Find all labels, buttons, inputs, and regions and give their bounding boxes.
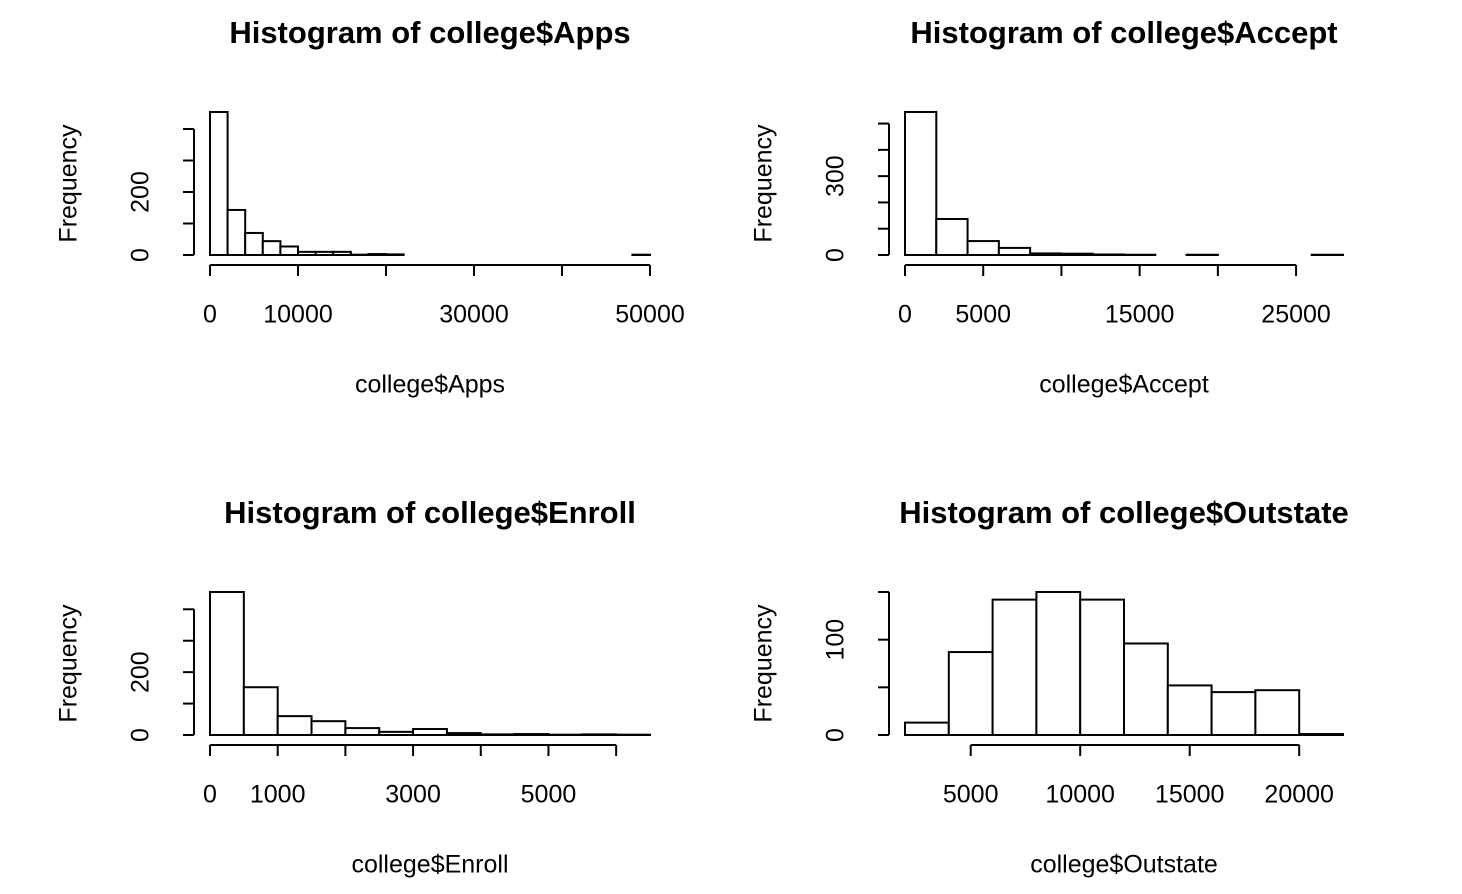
- y-tick-label: 200: [127, 171, 155, 213]
- chart-title: Histogram of college$Outstate: [899, 495, 1349, 530]
- x-tick-label: 3000: [385, 781, 441, 809]
- histogram-bar: [1210, 691, 1257, 736]
- y-axis-label: Frequency: [55, 124, 83, 243]
- histogram-bar: [1029, 252, 1063, 256]
- histogram-bar: [209, 591, 245, 736]
- histogram-bar: [581, 733, 618, 736]
- histogram-bar: [997, 246, 1032, 256]
- histogram-bar: [261, 240, 282, 257]
- histogram-bar: [242, 686, 279, 737]
- histogram-bar: [344, 727, 381, 736]
- histogram-bar: [904, 721, 950, 737]
- x-tick-label: 30000: [439, 301, 509, 329]
- x-tick-label: 50000: [615, 301, 685, 329]
- y-tick-label: 0: [127, 248, 155, 262]
- histogram-bar: [991, 598, 1038, 736]
- histogram-bar: [367, 253, 387, 257]
- x-tick-label: 1000: [250, 781, 306, 809]
- x-axis-label: college$Accept: [1039, 371, 1209, 399]
- histogram-bar: [1035, 591, 1082, 736]
- histogram-bar: [1060, 252, 1094, 257]
- x-tick-label: 15000: [1155, 781, 1225, 809]
- y-axis-label: Frequency: [55, 604, 83, 723]
- histogram-bar: [1079, 598, 1125, 736]
- histogram-bar: [385, 253, 405, 256]
- x-tick-label: 0: [203, 781, 217, 809]
- histogram-bar: [226, 208, 247, 256]
- chart-title: Histogram of college$Enroll: [224, 495, 636, 530]
- y-tick-label: 200: [127, 651, 155, 693]
- histogram-bar: [904, 111, 938, 256]
- x-tick-label: 25000: [1261, 301, 1331, 329]
- x-axis-label: college$Apps: [355, 371, 505, 399]
- y-tick-label: 0: [822, 728, 850, 742]
- chart-title: Histogram of college$Accept: [910, 15, 1337, 50]
- histogram-bar: [332, 250, 352, 256]
- histogram-bar: [1166, 684, 1213, 737]
- histogram-bar: [412, 728, 448, 736]
- histogram-bar: [947, 651, 994, 736]
- x-tick-label: 0: [898, 301, 912, 329]
- histogram-bar: [1123, 642, 1169, 736]
- histogram-bar: [935, 217, 969, 257]
- x-tick-label: 10000: [1045, 781, 1115, 809]
- histogram-bar: [314, 250, 335, 256]
- histogram-bar: [378, 730, 415, 736]
- histogram-bar: [1298, 733, 1344, 737]
- chart-title: Histogram of college$Apps: [229, 15, 630, 50]
- y-axis-label: Frequency: [750, 124, 778, 243]
- histogram-bar: [1254, 689, 1301, 737]
- x-tick-label: 5000: [521, 781, 577, 809]
- x-tick-label: 5000: [943, 781, 999, 809]
- y-tick-label: 0: [127, 728, 155, 742]
- histogram-bar: [1091, 253, 1125, 256]
- x-axis-label: college$Enroll: [351, 851, 508, 879]
- y-tick-label: 100: [822, 619, 850, 661]
- histogram-bar: [297, 250, 317, 256]
- histogram-bar: [276, 715, 313, 737]
- x-tick-label: 5000: [955, 301, 1011, 329]
- histogram-bar: [209, 111, 229, 256]
- y-tick-label: 300: [822, 155, 850, 197]
- x-tick-label: 10000: [263, 301, 333, 329]
- histogram-bar: [279, 245, 299, 256]
- histogram-bar: [310, 720, 347, 737]
- x-tick-label: 20000: [1264, 781, 1334, 809]
- histogram-bar: [513, 733, 550, 736]
- histogram-bar: [479, 733, 516, 736]
- x-tick-label: 0: [203, 301, 217, 329]
- y-axis-label: Frequency: [750, 604, 778, 723]
- histogram-bar: [445, 732, 482, 736]
- y-tick-label: 0: [822, 248, 850, 262]
- histogram-bar: [244, 231, 264, 256]
- x-axis-label: college$Outstate: [1030, 851, 1218, 879]
- histogram-bar: [966, 240, 1000, 256]
- x-tick-label: 15000: [1105, 301, 1175, 329]
